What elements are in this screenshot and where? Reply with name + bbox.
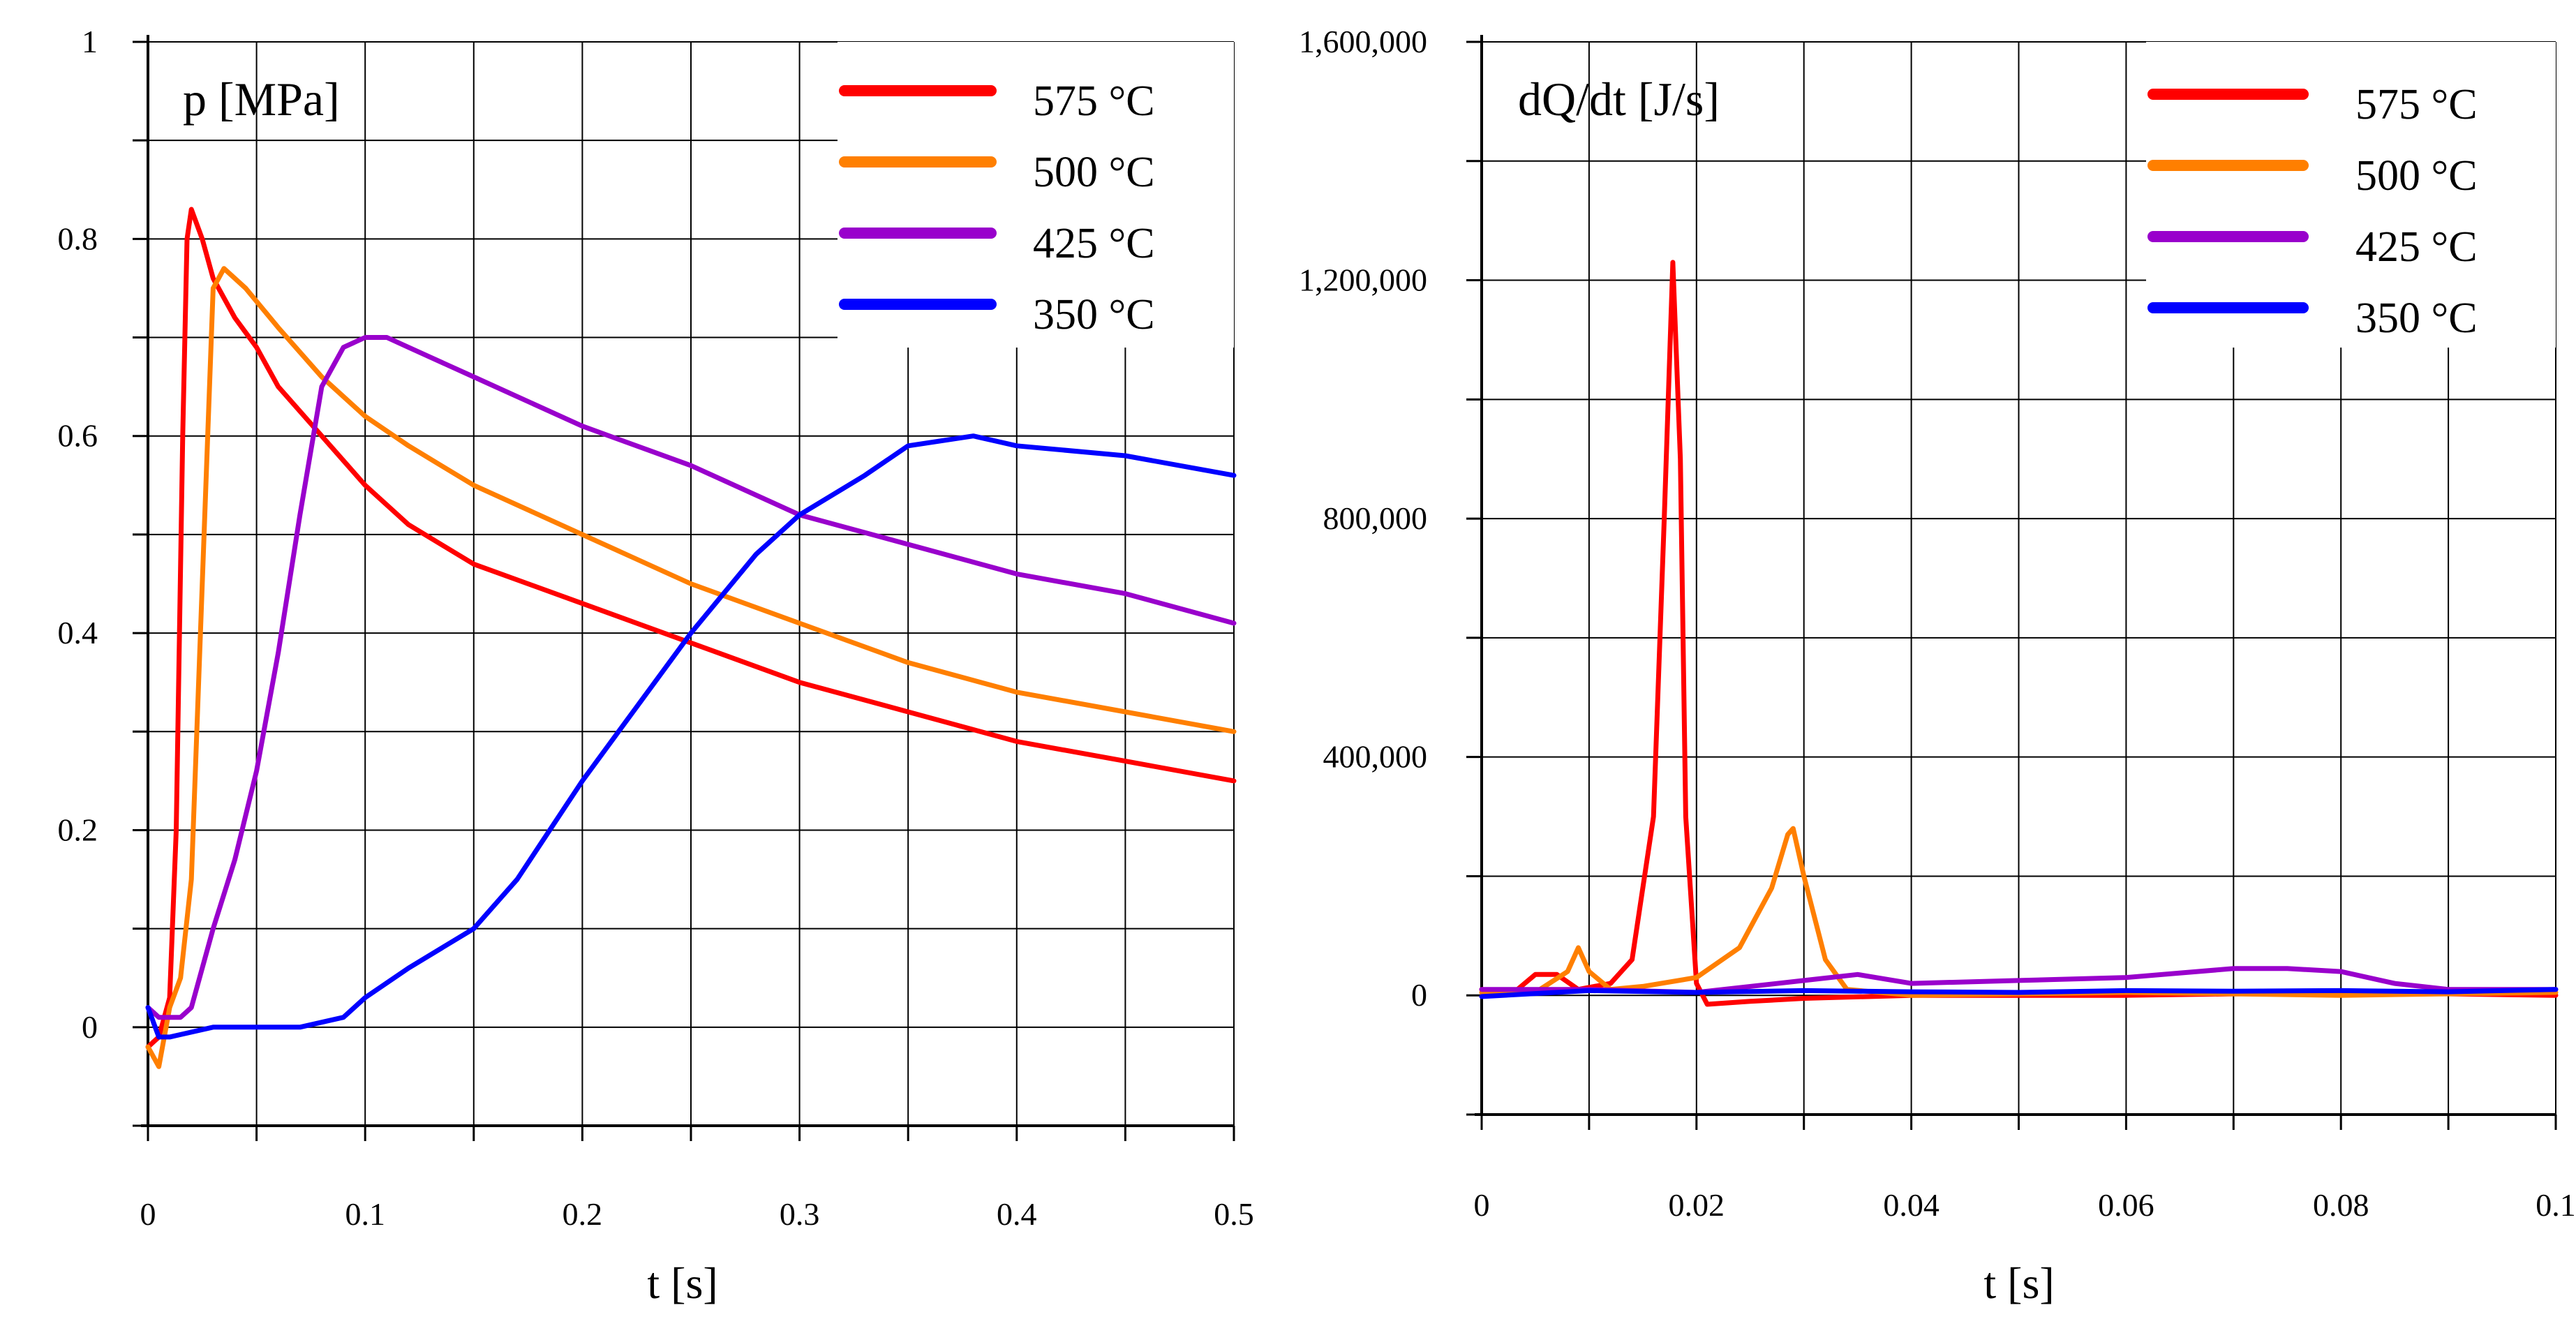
pressure-y-tick-label: 0.8: [58, 221, 98, 256]
pressure-series-line-4: [145, 433, 1237, 1040]
heat-release-x-tick-label: 0.08: [2313, 1187, 2369, 1223]
heat-release-x-axis-label: t [s]: [1983, 1258, 2054, 1308]
pressure-y-tick-label: 0.6: [58, 418, 98, 454]
pressure-x-tick-label: 0: [140, 1196, 156, 1232]
pressure-legend-label-4: 350 °C: [1033, 291, 1155, 338]
pressure-series-line-2: [145, 266, 1237, 1069]
heat-release-legend-label-2: 500 °C: [2355, 152, 2478, 200]
pressure-x-tick-label: 0.1: [345, 1196, 385, 1232]
pressure-legend-label-1: 575 °C: [1033, 77, 1155, 125]
heat-release-chart-title: dQ/dt [J/s]: [1518, 73, 1720, 126]
heat-release-y-tick-label: 400,000: [1323, 739, 1428, 775]
pressure-y-tick-label: 1: [82, 24, 98, 59]
heat-release-x-tick-label: 0.1: [2536, 1187, 2576, 1223]
pressure-series: [145, 207, 1237, 1069]
heat-release-chart: 0 0.02 0.04 0.06 0.08 0.1 0 400,000 800,000 1,200…: [1299, 24, 2576, 1308]
pressure-x-tick-label: 0.5: [1214, 1196, 1254, 1232]
pressure-series-line-1: [145, 207, 1237, 1050]
heat-release-legend-box: [2146, 42, 2556, 348]
pressure-chart-title: p [MPa]: [183, 73, 340, 126]
pressure-axes: 0 0.1 0.2 0.3 0.4 0.5 0 0.2 0.4 0.6 0.8 1: [58, 24, 1254, 1232]
heat-release-legend-label-4: 350 °C: [2355, 295, 2478, 342]
pressure-chart: 0 0.1 0.2 0.3 0.4 0.5 0 0.2 0.4 0.6 0.8 1 575 °C 500…: [58, 24, 1254, 1308]
pressure-y-tick-label: 0: [82, 1009, 98, 1045]
heat-release-y-tick-label: 1,200,000: [1299, 262, 1427, 298]
heat-release-x-tick-label: 0.02: [1669, 1187, 1725, 1223]
heat-release-y-tick-label: 1,600,000: [1299, 24, 1427, 59]
heat-release-x-tick-label: 0: [1474, 1187, 1490, 1223]
heat-release-series: [1479, 260, 2559, 1007]
heat-release-series-line-2: [1479, 826, 2559, 998]
heat-release-legend-label-1: 575 °C: [2355, 81, 2478, 128]
heat-release-axes: 0 0.02 0.04 0.06 0.08 0.1 0 400,000 800,000 1,200…: [1299, 24, 2576, 1223]
pressure-legend: 575 °C 500 °C 425 °C 350 °C: [837, 42, 1234, 348]
pressure-legend-label-2: 500 °C: [1033, 149, 1155, 196]
pressure-x-tick-label: 0.4: [997, 1196, 1037, 1232]
heat-release-series-line-4: [1479, 987, 2559, 999]
pressure-x-tick-label: 0.2: [563, 1196, 603, 1232]
heat-release-y-tick-label: 0: [1411, 977, 1427, 1013]
pressure-y-tick-label: 0.4: [58, 615, 98, 650]
pressure-series-line-3: [145, 335, 1237, 1020]
heat-release-x-tick-label: 0.04: [1883, 1187, 1940, 1223]
heat-release-legend-label-3: 425 °C: [2355, 223, 2478, 271]
pressure-y-tick-label: 0.2: [58, 812, 98, 847]
heat-release-y-tick-label: 800,000: [1323, 500, 1428, 536]
heat-release-x-tick-label: 0.06: [2098, 1187, 2154, 1223]
pressure-x-axis-label: t [s]: [647, 1258, 717, 1308]
heat-release-legend: 575 °C 500 °C 425 °C 350 °C: [2146, 42, 2556, 348]
pressure-legend-label-3: 425 °C: [1033, 220, 1155, 267]
pressure-x-tick-label: 0.3: [780, 1196, 820, 1232]
